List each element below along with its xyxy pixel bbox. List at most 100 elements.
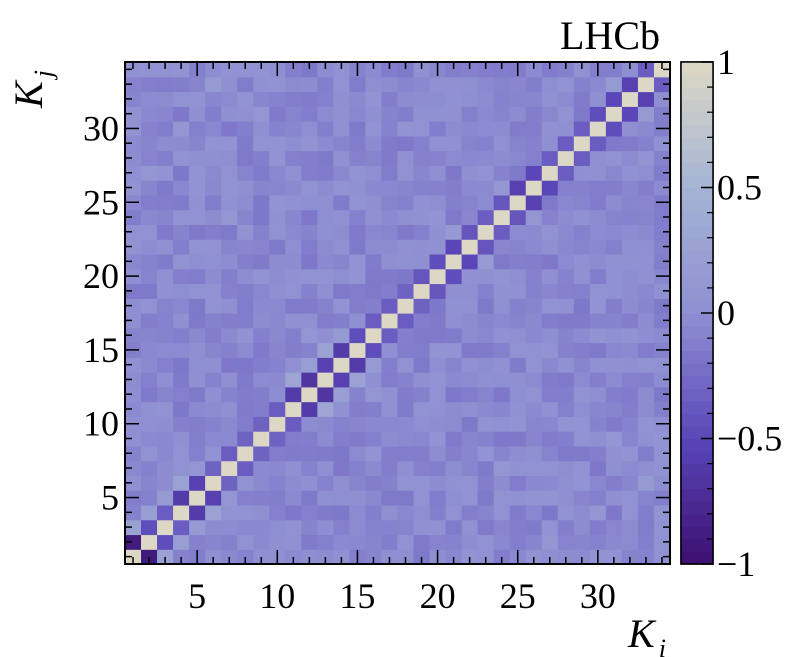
heatmap-cell bbox=[221, 386, 238, 403]
heatmap-cell bbox=[253, 445, 270, 462]
heatmap-cell bbox=[493, 106, 511, 122]
heatmap-cell bbox=[541, 534, 559, 550]
heatmap-cell bbox=[525, 357, 543, 373]
heatmap-cell bbox=[349, 194, 367, 211]
heatmap-cell bbox=[573, 342, 591, 358]
heatmap-cell bbox=[269, 475, 286, 491]
heatmap-cell bbox=[269, 534, 286, 550]
heatmap-cell bbox=[173, 460, 190, 477]
heatmap-cell bbox=[525, 283, 543, 299]
heatmap-cell bbox=[221, 327, 238, 344]
heatmap-cell bbox=[461, 313, 479, 329]
heatmap-cell bbox=[365, 490, 383, 506]
heatmap-cell bbox=[381, 549, 399, 565]
heatmap-cell bbox=[493, 135, 511, 152]
heatmap-cell bbox=[445, 268, 463, 285]
heatmap-cell bbox=[573, 283, 591, 299]
heatmap-cell bbox=[557, 165, 575, 181]
heatmap-cell bbox=[429, 372, 447, 388]
heatmap-cell bbox=[621, 401, 639, 417]
heatmap-cell bbox=[125, 549, 142, 565]
heatmap-cell bbox=[173, 401, 190, 417]
heatmap-cell bbox=[365, 372, 383, 388]
heatmap-cell bbox=[141, 121, 158, 137]
heatmap-cell bbox=[285, 135, 302, 152]
heatmap-cell bbox=[237, 209, 254, 226]
heatmap-cell bbox=[589, 106, 607, 122]
heatmap-cell bbox=[317, 91, 334, 107]
colorbar-band bbox=[681, 313, 713, 327]
heatmap-cell bbox=[461, 224, 479, 240]
heatmap-cell bbox=[621, 386, 639, 403]
heatmap-cell bbox=[541, 357, 559, 373]
heatmap-cell bbox=[317, 372, 334, 388]
heatmap-cell bbox=[125, 327, 142, 344]
heatmap-cell bbox=[253, 180, 270, 196]
heatmap-cell bbox=[349, 490, 367, 506]
heatmap-cell bbox=[477, 150, 495, 166]
heatmap-cell bbox=[189, 76, 206, 93]
heatmap-cell bbox=[429, 490, 447, 506]
heatmap-cell bbox=[605, 150, 623, 166]
heatmap-cell bbox=[285, 357, 302, 373]
heatmap-cell bbox=[445, 490, 463, 506]
heatmap-cell bbox=[141, 313, 158, 329]
heatmap-cell bbox=[653, 106, 671, 122]
heatmap-cell bbox=[653, 549, 671, 565]
heatmap-cell bbox=[349, 386, 367, 403]
heatmap-cell bbox=[589, 135, 607, 152]
colorbar-band bbox=[681, 388, 713, 402]
heatmap-cell bbox=[589, 534, 607, 550]
heatmap-cell bbox=[301, 401, 318, 417]
heatmap-cell bbox=[141, 416, 158, 432]
heatmap-cell bbox=[157, 460, 174, 477]
heatmap-cell bbox=[573, 91, 591, 107]
heatmap-cell bbox=[461, 431, 479, 447]
heatmap-cell bbox=[621, 209, 639, 226]
heatmap-cell bbox=[269, 431, 286, 447]
heatmap-cell bbox=[509, 327, 527, 344]
heatmap-cell bbox=[205, 239, 222, 255]
heatmap-cell bbox=[477, 504, 495, 521]
heatmap-cell bbox=[477, 431, 495, 447]
heatmap-cell bbox=[557, 135, 575, 152]
heatmap-cell bbox=[445, 91, 463, 107]
heatmap-cell bbox=[461, 372, 479, 388]
heatmap-cell bbox=[173, 549, 190, 565]
heatmap-cell bbox=[365, 445, 383, 462]
heatmap-cell bbox=[381, 165, 399, 181]
heatmap-cell bbox=[397, 268, 415, 285]
heatmap-cell bbox=[269, 504, 286, 521]
heatmap-cell bbox=[397, 416, 415, 432]
heatmap-cell bbox=[237, 534, 254, 550]
heatmap-cell bbox=[381, 121, 399, 137]
heatmap-cell bbox=[589, 342, 607, 358]
heatmap-cell bbox=[317, 194, 334, 211]
heatmap-cell bbox=[525, 268, 543, 285]
heatmap-cell bbox=[557, 342, 575, 358]
heatmap-cell bbox=[301, 534, 318, 550]
heatmap-cell bbox=[637, 253, 655, 270]
heatmap-cell bbox=[589, 460, 607, 477]
heatmap-cell bbox=[605, 372, 623, 388]
heatmap-cell bbox=[253, 224, 270, 240]
heatmap-cell bbox=[365, 62, 383, 78]
heatmap-cell bbox=[141, 268, 158, 285]
heatmap-cell bbox=[221, 76, 238, 93]
heatmap-cell bbox=[541, 298, 559, 314]
heatmap-cell bbox=[477, 460, 495, 477]
heatmap-cell bbox=[493, 342, 511, 358]
heatmap-cell bbox=[349, 121, 367, 137]
heatmap-cell bbox=[573, 549, 591, 565]
x-tick-label: 5 bbox=[188, 576, 206, 616]
heatmap-cell bbox=[493, 298, 511, 314]
heatmap-cell bbox=[189, 121, 206, 137]
tick-labels: 5 10 15 20 25 30 5 10 15 20 25 30 bbox=[83, 108, 616, 616]
heatmap-cell bbox=[253, 76, 270, 93]
heatmap-cell bbox=[381, 460, 399, 477]
heatmap-cell bbox=[493, 504, 511, 521]
heatmap-cell bbox=[397, 372, 415, 388]
heatmap-cell bbox=[253, 490, 270, 506]
heatmap-cell bbox=[189, 150, 206, 166]
